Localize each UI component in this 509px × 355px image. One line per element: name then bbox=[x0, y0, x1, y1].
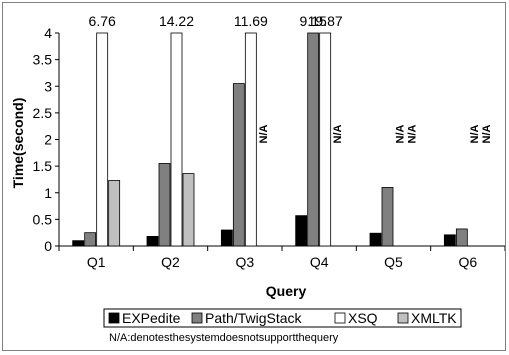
legend-swatch-xsq bbox=[334, 312, 346, 324]
bar-expedite-q5 bbox=[369, 232, 382, 247]
na-label: N/A bbox=[407, 124, 419, 143]
x-tick-label: Q3 bbox=[235, 254, 254, 270]
y-tick-label: 3.5 bbox=[33, 52, 53, 68]
x-axis-title: Query bbox=[266, 283, 307, 299]
legend-label: Path/TwigStack bbox=[205, 310, 302, 326]
bar-path-twigstack-q5 bbox=[381, 187, 394, 247]
legend: EXPedite Path/TwigStack XSQ XMLTK bbox=[103, 308, 462, 328]
na-label: N/A bbox=[469, 124, 481, 143]
x-tick-label: Q1 bbox=[87, 254, 106, 270]
bars bbox=[72, 32, 468, 247]
legend-label: XSQ bbox=[348, 310, 378, 326]
y-tick-label: 0.5 bbox=[33, 211, 53, 227]
bar-path-twigstack-q2 bbox=[158, 163, 171, 247]
chart-frame: 0 0.5 1 1.5 2 2.5 3 3.5 4 Q1 Q2 Q3 Q4 Q5 Q6 6.76 14.22 1… bbox=[2, 2, 506, 351]
bar-xsq-q2 bbox=[170, 32, 183, 247]
bar-xsq-q1 bbox=[96, 32, 109, 247]
x-tick-label: Q4 bbox=[310, 254, 329, 270]
bar-expedite-q1 bbox=[72, 240, 85, 247]
legend-swatch-path-twigstack bbox=[191, 312, 203, 324]
y-axis-title: Time(second) bbox=[10, 98, 26, 189]
bar-xmltk-q1 bbox=[108, 180, 121, 247]
legend-label: XMLTK bbox=[411, 310, 457, 326]
bar-path-twigstack-q3 bbox=[232, 83, 245, 247]
y-tick-label: 1.5 bbox=[33, 158, 53, 174]
na-label: N/A bbox=[258, 124, 270, 143]
overflow-value-label: 11.69 bbox=[234, 13, 268, 29]
na-label: N/A bbox=[395, 124, 407, 143]
na-label: N/A bbox=[332, 124, 344, 143]
na-label: N/A bbox=[481, 124, 493, 143]
axes: 0 0.5 1 1.5 2 2.5 3 3.5 4 Q1 Q2 Q3 Q4 Q5 Q6 bbox=[33, 25, 506, 270]
overflow-value-label: 6.76 bbox=[89, 13, 116, 29]
y-tick-label: 4 bbox=[44, 25, 52, 41]
bar-expedite-q2 bbox=[146, 236, 159, 247]
bar-xsq-q4 bbox=[319, 32, 332, 247]
bar-path-twigstack-q1 bbox=[84, 232, 97, 247]
overflow-value-label: 19.87 bbox=[308, 13, 343, 29]
overflow-value-label: 9.15 bbox=[300, 13, 327, 29]
x-tick-label: Q2 bbox=[161, 254, 180, 270]
bar-path-twigstack-q4 bbox=[307, 32, 320, 247]
x-tick-label: Q6 bbox=[458, 254, 477, 270]
legend-swatch-xmltk bbox=[397, 312, 409, 324]
bar-expedite-q3 bbox=[220, 229, 233, 247]
bar-path-twigstack-q6 bbox=[455, 228, 468, 247]
bar-expedite-q4 bbox=[295, 215, 308, 247]
y-tick-label: 2.5 bbox=[33, 105, 53, 121]
y-tick-label: 1 bbox=[44, 185, 52, 201]
bar-chart: 0 0.5 1 1.5 2 2.5 3 3.5 4 Q1 Q2 Q3 Q4 Q5 Q6 6.76 14.22 1… bbox=[10, 13, 506, 344]
y-tick-label: 2 bbox=[44, 132, 52, 148]
legend-label: EXPedite bbox=[122, 310, 181, 326]
y-tick-label: 0 bbox=[44, 238, 52, 254]
x-tick-label: Q5 bbox=[384, 254, 403, 270]
y-tick-label: 3 bbox=[44, 78, 52, 94]
footnote: N/A:denotesthesystemdoesnotsupporttheque… bbox=[109, 332, 339, 344]
bar-xmltk-q2 bbox=[182, 173, 195, 247]
overflow-value-label: 14.22 bbox=[159, 13, 194, 29]
bar-expedite-q6 bbox=[443, 234, 456, 247]
legend-swatch-expedite bbox=[108, 312, 120, 324]
bar-xsq-q3 bbox=[244, 32, 257, 247]
